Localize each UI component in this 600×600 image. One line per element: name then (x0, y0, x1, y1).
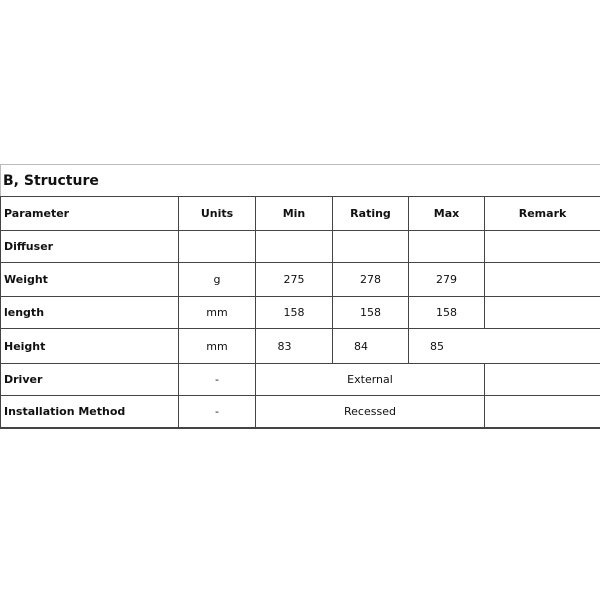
cell-remark (483, 230, 600, 263)
cell-parameter: Height (0, 328, 179, 364)
cell-units: mm (178, 296, 256, 329)
cell-min: 275 (255, 262, 333, 297)
cell-value: Recessed (255, 395, 485, 429)
table-title: B, Structure (0, 164, 600, 197)
cell-rating: 158 (332, 296, 409, 329)
header-remark: Remark (483, 196, 600, 231)
cell-parameter: Weight (0, 262, 179, 297)
cell-rating: 84 (332, 328, 409, 364)
cell-remark (483, 363, 600, 396)
cell-max (408, 230, 485, 263)
table-row: Diffuser (0, 230, 600, 263)
table-row: Weight g 275 278 279 (0, 262, 600, 297)
header-units: Units (178, 196, 256, 231)
cell-max: 85 (408, 328, 485, 364)
cell-remark (483, 262, 600, 297)
header-parameter: Parameter (0, 196, 179, 231)
structure-table: B, Structure Parameter Units Min Rating … (0, 164, 600, 429)
cell-parameter: Driver (0, 363, 179, 396)
cell-rating: 278 (332, 262, 409, 297)
table-row: Installation Method - Recessed (0, 395, 600, 429)
cell-min: 83 (255, 328, 333, 364)
cell-units: g (178, 262, 256, 297)
table-row: Driver - External (0, 363, 600, 396)
cell-value: External (255, 363, 485, 396)
cell-remark (483, 296, 600, 329)
cell-parameter: length (0, 296, 179, 329)
cell-max: 279 (408, 262, 485, 297)
cell-units: - (178, 395, 256, 429)
header-min: Min (255, 196, 333, 231)
table-row: Height mm 83 84 85 (0, 328, 600, 364)
cell-max: 158 (408, 296, 485, 329)
cell-units (178, 230, 256, 263)
header-rating: Rating (332, 196, 409, 231)
cell-parameter: Installation Method (0, 395, 179, 429)
cell-parameter: Diffuser (0, 230, 179, 263)
cell-rating (332, 230, 409, 263)
cell-remark (483, 328, 600, 364)
header-row: Parameter Units Min Rating Max Remark (0, 196, 600, 231)
table-row: length mm 158 158 158 (0, 296, 600, 329)
cell-min (255, 230, 333, 263)
header-max: Max (408, 196, 485, 231)
cell-units: mm (178, 328, 256, 364)
cell-remark (483, 395, 600, 429)
cell-min: 158 (255, 296, 333, 329)
table-title-row: B, Structure (0, 164, 600, 197)
cell-units: - (178, 363, 256, 396)
